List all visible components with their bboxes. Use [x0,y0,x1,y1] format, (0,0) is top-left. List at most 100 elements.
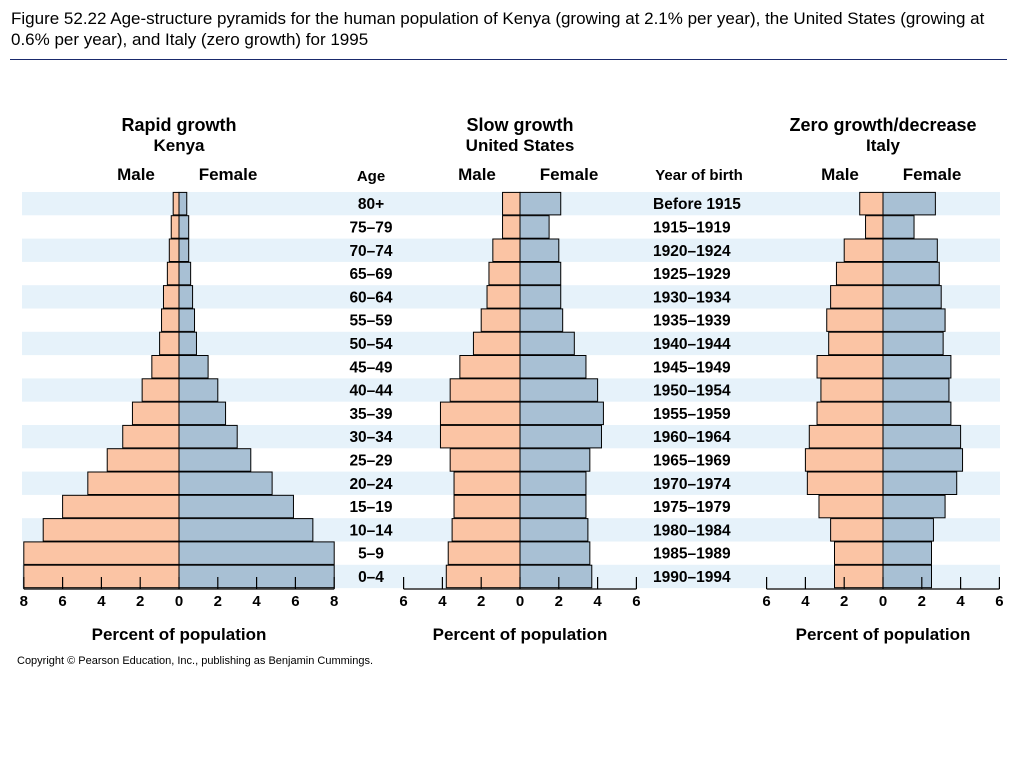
x-tick-label-kenya: 8 [20,593,28,610]
birth-year-label: 1925–1929 [653,266,731,283]
age-group-label: 30–34 [349,429,392,446]
male-bar-kenya [42,518,180,542]
male-label-kenya: Male [117,165,155,184]
female-bar-kenya [178,238,190,262]
male-bar-italy [816,355,884,379]
female-bar-kenya [178,541,335,565]
male-bar-kenya [170,215,180,239]
female-bar-italy [882,448,964,472]
x-tick-label-kenya: 4 [97,593,106,610]
male-bar-italy [830,518,884,542]
birth-year-label: 1990–1994 [653,569,731,586]
x-tick-label-italy: 4 [956,593,965,610]
age-group-label: 25–29 [349,452,392,469]
figure-caption: Figure 52.22 Age-structure pyramids for … [11,9,985,49]
birth-year-label: 1985–1989 [653,546,731,563]
female-bar-kenya [178,494,294,519]
male-bar-italy [865,215,884,239]
female-bar-kenya [178,448,252,472]
male-label-united-states: Male [458,165,496,184]
male-bar-united-states [492,238,521,262]
male-bar-kenya [62,494,180,519]
female-bar-italy [882,541,932,565]
panel-title-italy: Zero growth/decrease [789,115,976,135]
female-bar-united-states [519,215,550,239]
x-tick-label-italy: 6 [995,593,1003,610]
x-tick-label-united-states: 2 [555,593,563,610]
x-tick-label-italy: 0 [879,593,887,610]
birth-year-label: 1970–1974 [653,476,731,493]
male-bar-kenya [172,191,180,216]
birth-year-label: 1915–1919 [653,219,731,236]
caption-divider [10,59,1007,60]
x-tick-label-kenya: 2 [136,593,144,610]
female-bar-united-states [519,308,564,332]
x-tick-label-united-states: 6 [399,593,407,610]
female-bar-kenya [178,285,194,309]
male-bar-united-states [486,285,521,309]
age-group-label: 80+ [358,196,384,213]
female-bar-kenya [178,471,273,495]
birth-year-label: 1950–1954 [653,383,731,400]
male-bar-kenya [131,401,180,426]
male-bar-kenya [168,238,180,262]
birth-year-label: 1965–1969 [653,452,731,469]
male-bar-italy [804,448,884,472]
x-tick-label-united-states: 0 [516,593,524,610]
male-bar-italy [859,191,884,216]
female-label-italy: Female [903,165,962,184]
male-bar-kenya [162,285,180,309]
female-bar-italy [882,494,946,519]
male-bar-italy [826,308,884,332]
age-group-label: 20–24 [349,476,392,493]
x-tick-label-kenya: 0 [175,593,183,610]
female-bar-italy [882,285,942,309]
x-tick-label-italy: 2 [840,593,848,610]
age-group-label: 10–14 [349,522,392,539]
male-bar-united-states [502,191,521,216]
male-bar-kenya [122,424,180,449]
birth-year-label: 1935–1939 [653,313,731,330]
female-bar-united-states [519,261,562,286]
male-bar-italy [816,401,884,426]
female-bar-italy [882,331,944,356]
female-bar-united-states [519,518,589,542]
birth-year-label: Before 1915 [653,196,741,213]
male-bar-united-states [453,494,521,519]
female-bar-united-states [519,378,599,402]
x-tick-label-united-states: 4 [593,593,602,610]
birth-year-label: 1980–1984 [653,522,731,539]
male-bar-united-states [447,541,521,565]
female-bar-united-states [519,424,602,449]
x-tick-label-united-states: 2 [477,593,485,610]
male-bar-italy [843,238,884,262]
male-bar-italy [834,564,884,589]
female-bar-italy [882,215,915,239]
male-bar-kenya [159,331,180,356]
year-of-birth-column-header: Year of birth [655,167,743,184]
age-group-label: 5–9 [358,546,384,563]
x-tick-label-united-states: 6 [632,593,640,610]
x-axis-label-kenya: Percent of population [92,625,267,644]
female-bar-italy [882,401,952,426]
age-group-label: 70–74 [349,243,392,260]
age-column-header: Age [357,168,385,185]
female-bar-kenya [178,308,196,332]
panel-title-united-states: Slow growth [467,115,574,135]
male-bar-kenya [151,355,180,379]
male-bar-united-states [502,215,521,239]
male-bar-italy [835,261,884,286]
female-bar-italy [882,355,952,379]
female-bar-united-states [519,331,575,356]
female-bar-united-states [519,285,562,309]
female-bar-united-states [519,471,587,495]
x-tick-label-italy: 6 [762,593,770,610]
birth-year-label: 1945–1949 [653,359,731,376]
male-bar-united-states [445,564,521,589]
x-tick-label-kenya: 2 [214,593,222,610]
female-bar-kenya [178,215,190,239]
age-group-label: 65–69 [349,266,392,283]
age-group-label: 0–4 [358,569,384,586]
panel-subtitle-italy: Italy [866,136,901,155]
